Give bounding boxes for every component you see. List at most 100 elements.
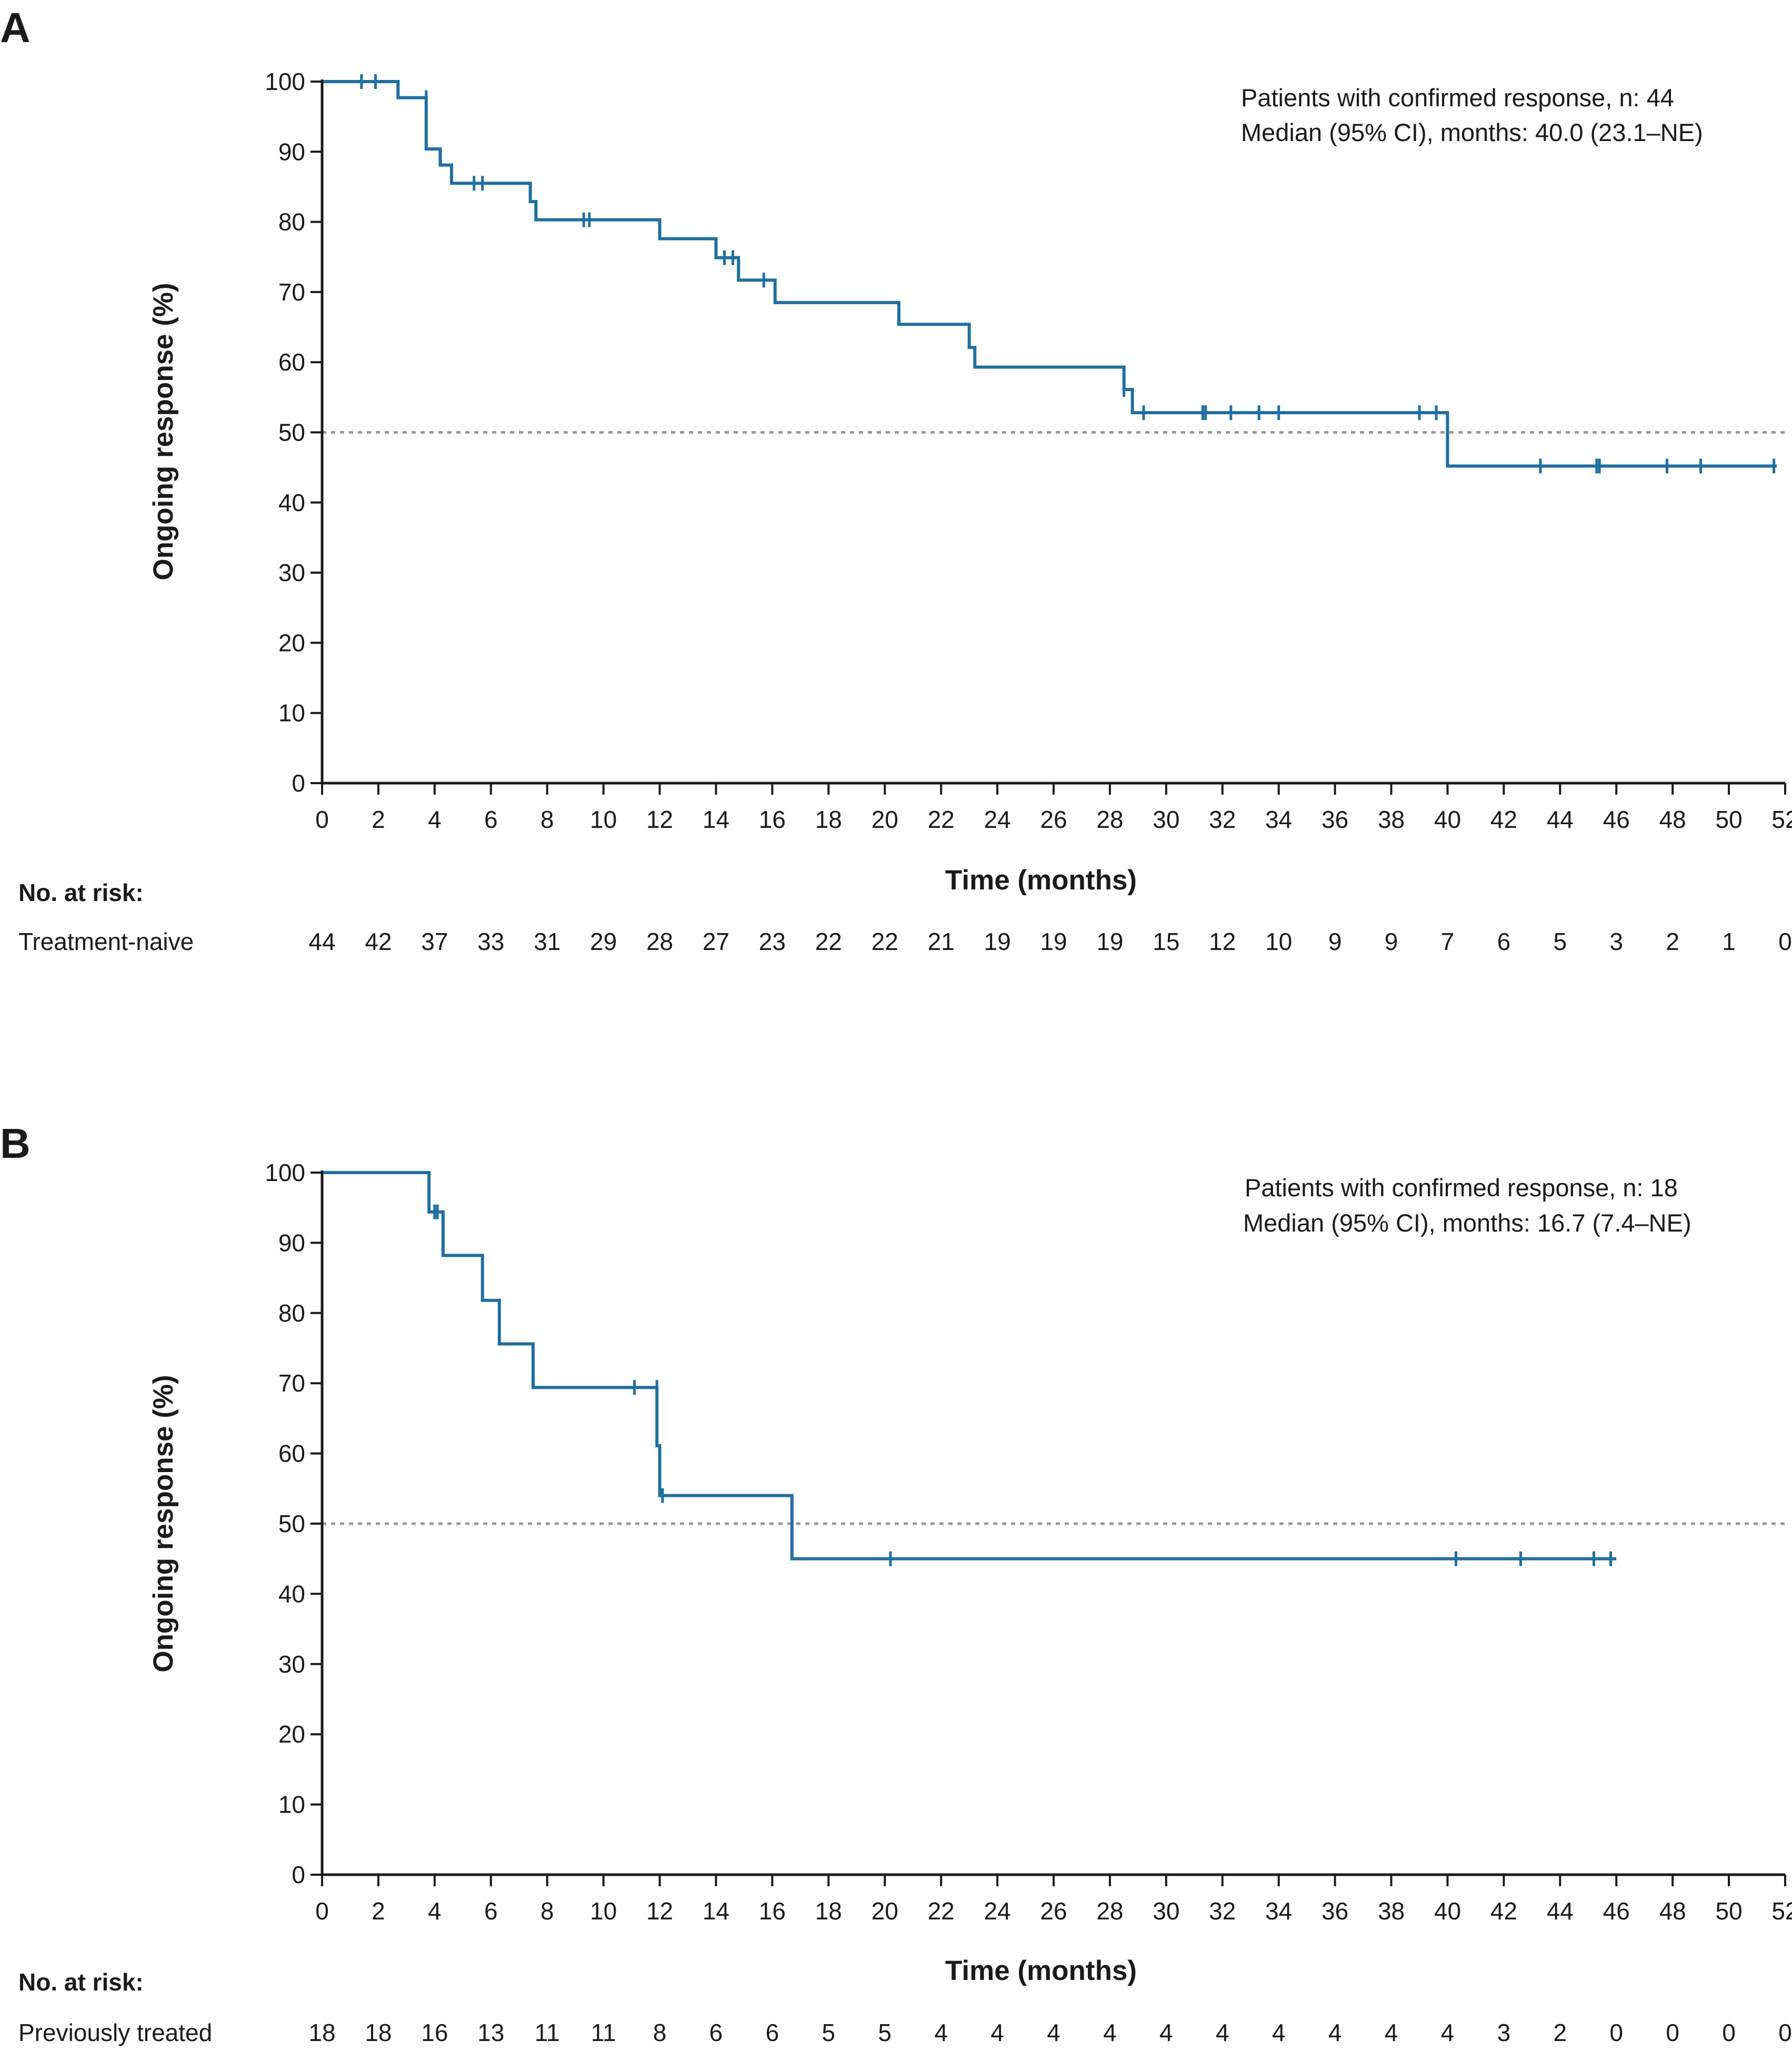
x-tick-label: 22 [928, 806, 955, 833]
x-tick-label: 12 [646, 1897, 673, 1925]
x-tick-label: 16 [759, 1897, 786, 1925]
y-tick-label: 50 [278, 419, 305, 446]
risk-value: 18 [308, 2019, 335, 2046]
x-tick-label: 14 [703, 806, 729, 833]
risk-value: 22 [815, 928, 842, 955]
x-tick-label: 52 [1771, 806, 1792, 833]
y-axis-title: Ongoing response (%) [148, 1375, 179, 1672]
y-tick-label: 40 [278, 1580, 305, 1607]
risk-table-label: Treatment-naive [18, 928, 194, 955]
risk-table-header: No. at risk: [18, 1968, 144, 1996]
risk-value: 10 [1265, 928, 1292, 955]
x-tick-label: 50 [1715, 806, 1742, 833]
x-tick-label: 8 [540, 1897, 554, 1925]
x-tick-label: 28 [1096, 1897, 1123, 1925]
risk-value: 4 [1103, 2019, 1117, 2046]
x-tick-label: 24 [984, 1897, 1010, 1925]
y-tick-label: 20 [278, 629, 305, 656]
x-tick-label: 48 [1659, 806, 1686, 833]
risk-value: 6 [709, 2019, 723, 2046]
risk-value: 5 [822, 2019, 836, 2046]
risk-value: 4 [934, 2019, 948, 2046]
risk-value: 0 [1722, 2019, 1736, 2046]
panel-letter: B [0, 1120, 31, 1167]
y-tick-label: 40 [278, 489, 305, 516]
annotation-n: Patients with confirmed response, n: 44 [1241, 84, 1674, 112]
x-tick-label: 16 [759, 806, 786, 833]
risk-value: 11 [591, 2019, 616, 2046]
y-tick-label: 70 [278, 1369, 305, 1397]
km-curve-treatment-naive [322, 80, 1777, 468]
risk-value: 44 [308, 928, 335, 955]
risk-value: 22 [872, 928, 898, 955]
x-tick-label: 52 [1771, 1897, 1792, 1925]
y-tick-label: 50 [278, 1510, 305, 1537]
x-tick-label: 50 [1715, 1897, 1742, 1925]
x-tick-label: 38 [1378, 806, 1405, 833]
x-tick-label: 34 [1265, 806, 1292, 833]
risk-value: 19 [1040, 928, 1067, 955]
x-tick-label: 30 [1153, 806, 1179, 833]
x-tick-label: 32 [1209, 806, 1236, 833]
x-tick-label: 6 [484, 806, 498, 833]
y-tick-label: 10 [278, 1791, 305, 1818]
x-tick-label: 40 [1434, 1897, 1461, 1925]
risk-value: 4 [1159, 2019, 1173, 2046]
risk-value: 37 [421, 928, 448, 955]
risk-value: 9 [1328, 928, 1342, 955]
risk-value: 19 [1096, 928, 1123, 955]
risk-value: 3 [1609, 928, 1623, 955]
risk-value: 2 [1666, 928, 1679, 955]
risk-value: 21 [928, 928, 955, 955]
risk-value: 8 [653, 2019, 667, 2046]
risk-value: 42 [365, 928, 392, 955]
risk-value: 9 [1385, 928, 1398, 955]
risk-value: 15 [1153, 928, 1179, 955]
x-tick-label: 28 [1096, 806, 1123, 833]
x-tick-label: 48 [1659, 1897, 1686, 1925]
risk-value: 5 [1554, 928, 1567, 955]
x-tick-label: 0 [315, 1897, 329, 1925]
risk-value: 3 [1497, 2019, 1511, 2046]
y-tick-label: 90 [278, 138, 305, 165]
y-tick-label: 100 [265, 1159, 305, 1186]
annotation-n: Patients with confirmed response, n: 18 [1245, 1174, 1678, 1202]
x-tick-label: 36 [1322, 1897, 1348, 1925]
risk-value: 4 [1328, 2019, 1342, 2046]
risk-value: 1 [1722, 928, 1736, 955]
x-tick-label: 6 [484, 1897, 498, 1925]
x-tick-label: 42 [1490, 1897, 1517, 1925]
risk-value: 7 [1441, 928, 1455, 955]
y-tick-label: 100 [265, 68, 305, 95]
risk-value: 11 [535, 2019, 560, 2046]
risk-value: 6 [766, 2019, 779, 2046]
x-tick-label: 26 [1040, 1897, 1067, 1925]
x-tick-label: 4 [428, 1897, 442, 1925]
x-tick-label: 10 [590, 806, 617, 833]
x-tick-label: 42 [1490, 806, 1517, 833]
x-tick-label: 46 [1603, 806, 1630, 833]
risk-value: 18 [365, 2019, 392, 2046]
x-tick-label: 46 [1603, 1897, 1630, 1925]
x-tick-label: 30 [1153, 1897, 1179, 1925]
y-axis-title: Ongoing response (%) [148, 283, 179, 580]
y-tick-label: 0 [292, 1861, 305, 1888]
risk-value: 0 [1609, 2019, 1623, 2046]
x-axis-title: Time (months) [945, 865, 1137, 896]
risk-value: 0 [1666, 2019, 1679, 2046]
risk-value: 23 [759, 928, 786, 955]
x-tick-label: 0 [315, 806, 329, 833]
x-tick-label: 44 [1547, 1897, 1574, 1925]
x-tick-label: 22 [928, 1897, 955, 1925]
risk-value: 16 [421, 2019, 448, 2046]
x-tick-label: 32 [1209, 1897, 1236, 1925]
x-tick-label: 34 [1265, 1897, 1292, 1925]
risk-value: 4 [1216, 2019, 1229, 2046]
x-tick-label: 8 [540, 806, 554, 833]
risk-value: 5 [878, 2019, 892, 2046]
risk-value: 2 [1554, 2019, 1567, 2046]
annotation-median: Median (95% CI), months: 16.7 (7.4–NE) [1243, 1209, 1691, 1237]
y-tick-label: 80 [278, 1299, 305, 1327]
